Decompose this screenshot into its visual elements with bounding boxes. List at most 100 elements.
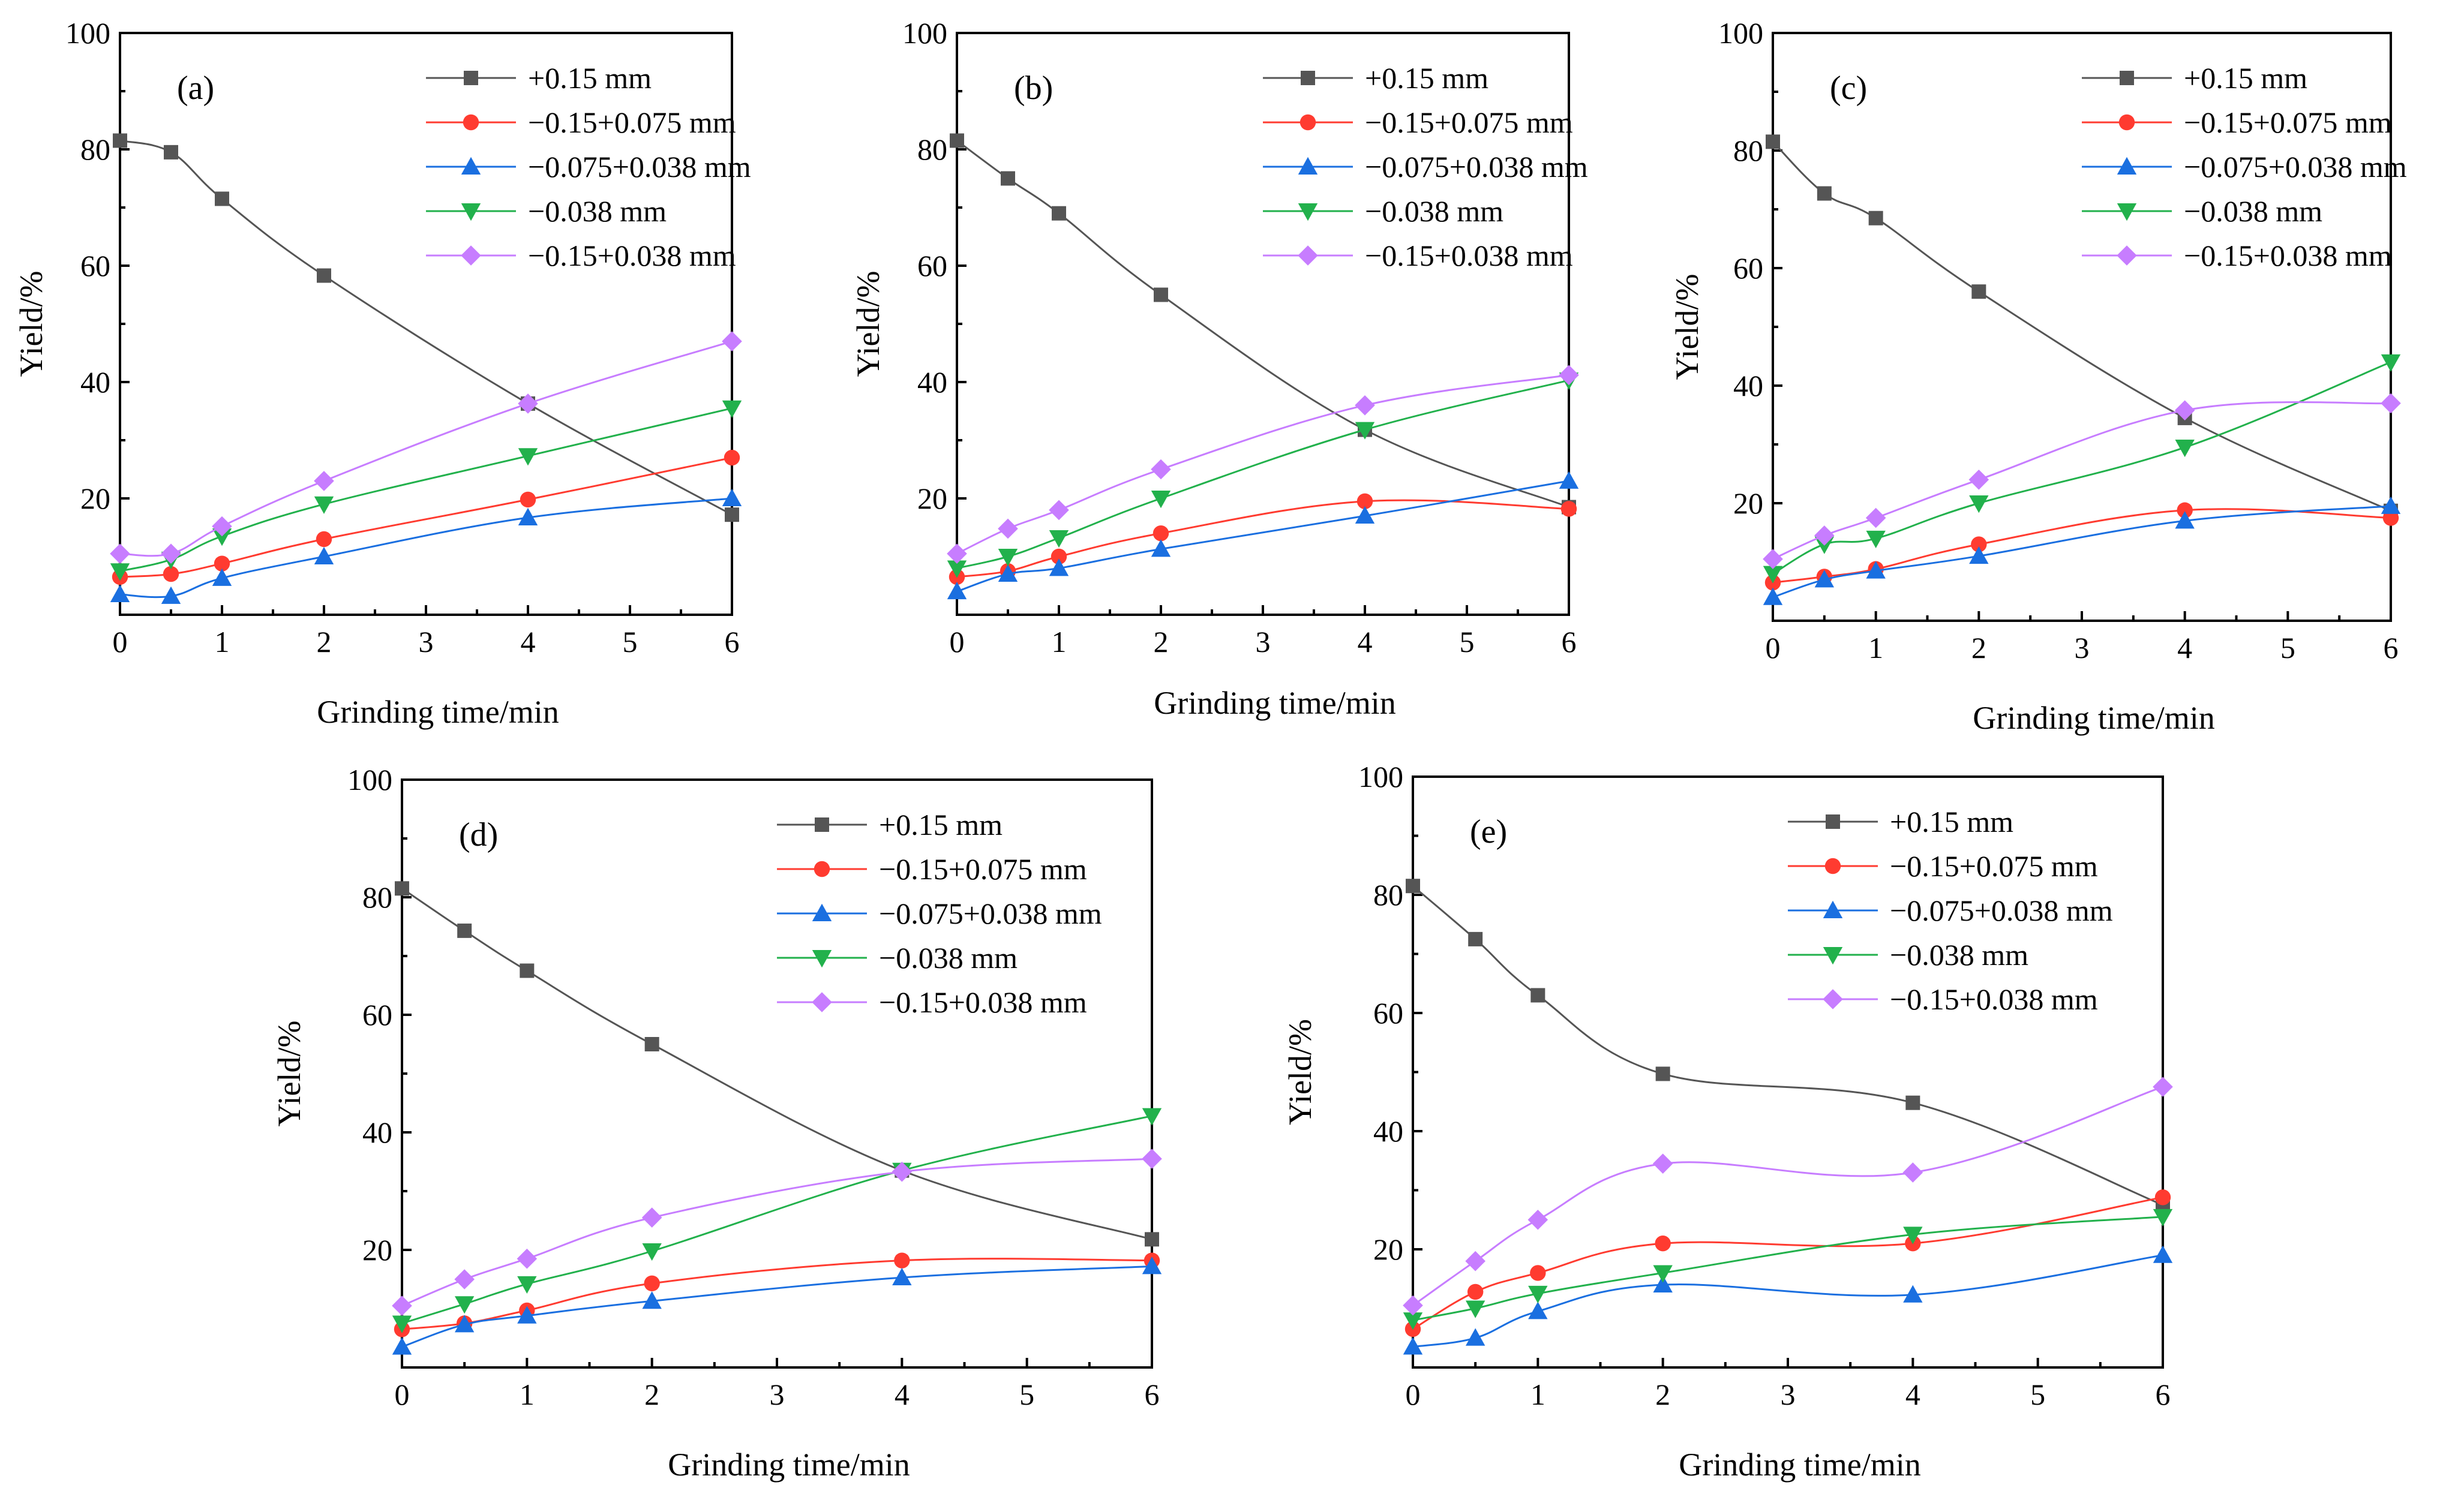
data-point: [1151, 459, 1171, 480]
series-2: [1403, 1245, 2173, 1355]
series-3: [110, 400, 742, 581]
data-point: [395, 881, 409, 896]
x-tick-label: 6: [725, 625, 740, 659]
data-point: [164, 145, 178, 160]
y-tick-label: 40: [917, 365, 947, 399]
legend-label: −0.038 mm: [2184, 194, 2322, 228]
y-tick-label: 60: [1733, 251, 1763, 285]
y-axis-title: Yield/%: [271, 1021, 307, 1127]
x-tick-label: 5: [1460, 625, 1475, 659]
series-2: [110, 488, 742, 604]
data-point: [1971, 536, 1987, 552]
legend-item: −0.15+0.038 mm: [1263, 239, 1573, 272]
legend-marker: [2117, 203, 2137, 221]
series-1: [112, 449, 740, 585]
data-point: [947, 560, 967, 578]
legend-label: −0.15+0.075 mm: [1365, 106, 1573, 139]
legend-item: −0.15+0.038 mm: [2082, 239, 2392, 272]
y-tick-label: 20: [362, 1233, 392, 1267]
legend-label: −0.15+0.075 mm: [528, 106, 736, 139]
series-line: [956, 480, 1569, 593]
data-point: [392, 1337, 412, 1355]
x-tick-label: 4: [1358, 625, 1373, 659]
data-point: [1528, 1285, 1548, 1304]
legend-label: −0.15+0.038 mm: [1365, 239, 1573, 272]
data-point: [722, 488, 742, 506]
x-tick-label: 0: [1406, 1378, 1421, 1411]
data-point: [314, 546, 334, 564]
y-tick-label: 20: [1373, 1233, 1403, 1266]
y-tick-label: 80: [362, 880, 392, 914]
data-point: [212, 528, 232, 546]
y-tick-label: 20: [1733, 486, 1763, 520]
legend-item: −0.15+0.038 mm: [1788, 982, 2098, 1016]
data-point: [1763, 587, 1783, 605]
y-tick-label: 20: [917, 482, 947, 515]
data-point: [1142, 1149, 1162, 1169]
data-point: [1051, 548, 1067, 565]
legend-marker: [812, 992, 832, 1012]
data-point: [1154, 287, 1168, 302]
data-point: [1866, 530, 1886, 548]
legend-item: −0.15+0.075 mm: [1263, 106, 1573, 139]
legend-label: −0.15+0.038 mm: [528, 239, 736, 272]
data-point: [1814, 570, 1835, 588]
legend-marker: [1298, 203, 1318, 221]
legend-item: −0.15+0.075 mm: [1788, 849, 2098, 883]
series-0: [950, 133, 1576, 515]
series-4: [1403, 1077, 2173, 1316]
legend-marker: [464, 71, 478, 85]
data-point: [1814, 525, 1835, 546]
legend-label: +0.15 mm: [1365, 61, 1488, 95]
y-tick-label: 40: [362, 1116, 392, 1149]
data-point: [947, 582, 967, 600]
data-point: [1468, 931, 1483, 946]
series-line: [1772, 401, 2391, 560]
legend-marker: [812, 903, 832, 921]
legend-marker: [2120, 71, 2134, 85]
data-point: [1465, 1250, 1485, 1271]
data-point: [1528, 1301, 1548, 1319]
x-tick-label: 3: [770, 1378, 785, 1411]
legend-item: −0.15+0.075 mm: [2082, 106, 2392, 139]
data-point: [722, 400, 742, 418]
series-1: [1764, 502, 2399, 591]
data-point: [163, 566, 179, 582]
series-line: [1412, 1254, 2163, 1348]
series-4: [1763, 393, 2401, 569]
series-line: [1412, 1196, 2163, 1330]
data-point: [520, 963, 535, 978]
x-tick-label: 2: [1154, 625, 1169, 659]
data-point: [892, 1267, 912, 1286]
x-tick-label: 6: [1145, 1378, 1160, 1411]
data-point: [1355, 506, 1375, 524]
panel-label: (d): [459, 816, 498, 853]
data-point: [1403, 1337, 1423, 1355]
x-tick-label: 0: [1766, 631, 1781, 665]
series-3: [1763, 354, 2401, 584]
series-0: [395, 881, 1159, 1247]
data-point: [1049, 530, 1069, 548]
data-point: [392, 1315, 412, 1333]
data-point: [161, 543, 181, 564]
panel-c: 0 1 2 3 4 5 6 20 40 60 80 100 Grinding time/min Yield…: [1669, 16, 2407, 736]
data-point: [518, 448, 538, 466]
data-point: [1467, 1283, 1484, 1300]
y-axis-title: Yield/%: [850, 271, 886, 377]
data-point: [1530, 988, 1545, 1003]
legend-label: −0.075+0.038 mm: [879, 897, 1102, 930]
data-point: [161, 586, 181, 604]
x-tick-label: 1: [520, 1378, 535, 1411]
legend-marker: [1824, 858, 1841, 874]
legend-label: +0.15 mm: [528, 61, 652, 95]
legend-item: −0.15+0.038 mm: [426, 239, 736, 272]
data-point: [2381, 496, 2401, 514]
data-point: [2154, 1189, 2171, 1206]
legend-marker: [815, 817, 829, 832]
legend-marker: [1301, 71, 1315, 85]
legend-label: −0.15+0.038 mm: [1890, 982, 2098, 1016]
x-tick-label: 5: [623, 625, 638, 659]
x-tick-label: 6: [2156, 1378, 2171, 1411]
data-point: [1355, 395, 1375, 416]
legend-label: −0.15+0.038 mm: [2184, 239, 2392, 272]
